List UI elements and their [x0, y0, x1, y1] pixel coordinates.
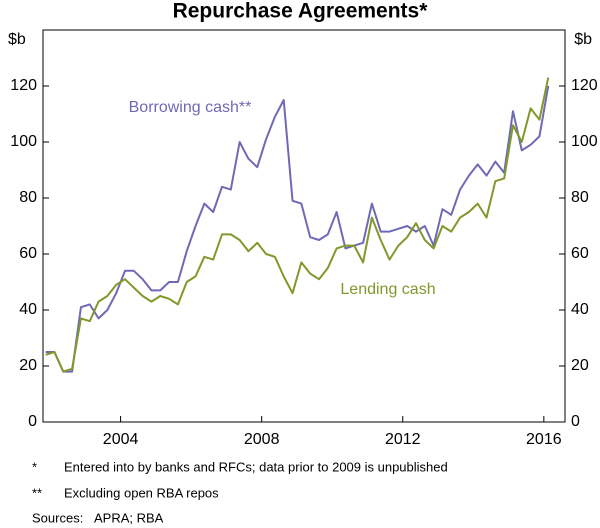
y2-tick-label: 40: [571, 301, 589, 318]
y2-tick-label: 120: [571, 77, 598, 94]
y-tick-label: 60: [19, 245, 37, 262]
y2-tick-label: 60: [571, 245, 589, 262]
y-tick-label: 40: [19, 301, 37, 318]
footnote-marker: **: [32, 485, 42, 500]
x-tick-label: 2008: [244, 431, 280, 448]
y2-unit: $b: [574, 31, 592, 48]
y-tick-label: 20: [19, 357, 37, 374]
y2-tick-label: 80: [571, 189, 589, 206]
plot-frame: [42, 29, 566, 423]
sources-text: APRA; RBA: [94, 510, 164, 525]
x-tick-label: 2004: [103, 431, 139, 448]
x-tick-label: 2016: [526, 431, 562, 448]
y-tick-label: 100: [10, 133, 37, 150]
line: [45, 77, 550, 373]
x-tick-label: 2012: [385, 431, 421, 448]
sources-label: Sources:: [32, 510, 83, 525]
series-label: Borrowing cash**: [129, 99, 252, 116]
footnote-text: Excluding open RBA repos: [64, 485, 219, 500]
line: [45, 85, 550, 373]
y-tick-label: 80: [19, 189, 37, 206]
y2-tick-label: 100: [571, 133, 598, 150]
y2-tick-label: 20: [571, 357, 589, 374]
y2-tick-label: 0: [571, 413, 580, 430]
y-tick-label: 0: [28, 413, 37, 430]
chart-title: Repurchase Agreements*: [173, 0, 429, 23]
series-label: Lending cash: [340, 281, 435, 298]
footnote-marker: *: [32, 459, 37, 474]
y-unit: $b: [8, 31, 26, 48]
y-tick-label: 120: [10, 77, 37, 94]
footnote-text: Entered into by banks and RFCs; data pri…: [64, 459, 448, 474]
